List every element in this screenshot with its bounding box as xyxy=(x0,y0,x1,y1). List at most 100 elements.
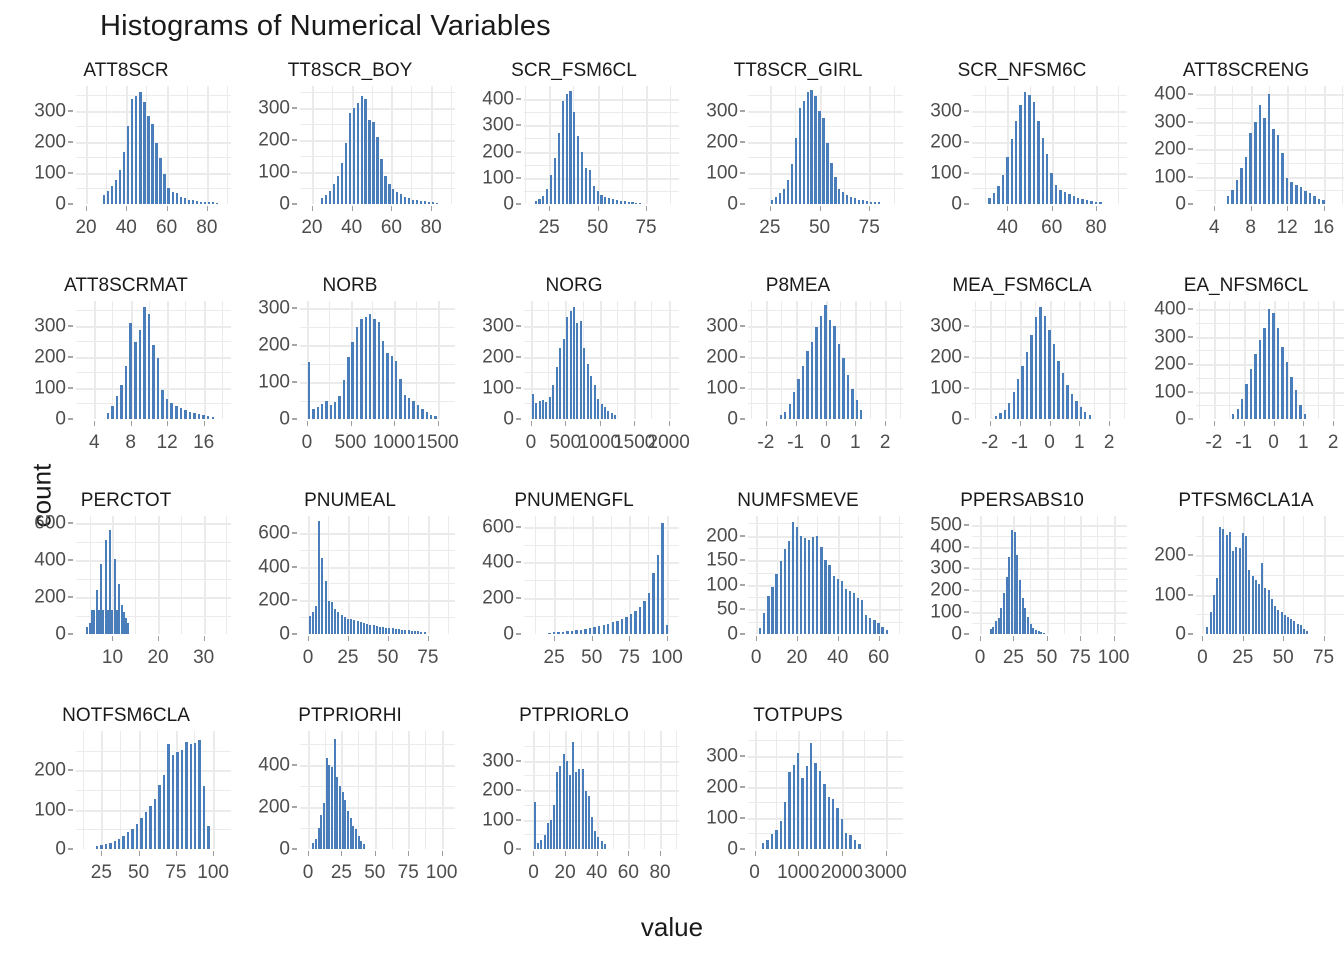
x-tick-label: 0 xyxy=(302,647,314,668)
panel-title: TT8SCR_BOY xyxy=(287,60,413,81)
x-tick-label: 25 xyxy=(543,647,565,668)
x-tick-label: 20 xyxy=(75,217,97,238)
gridline-vertical-minor xyxy=(621,86,623,204)
gridline-vertical xyxy=(167,301,170,419)
gridline-horizontal-minor xyxy=(76,615,231,617)
histogram-bar xyxy=(834,177,837,204)
histogram-bar xyxy=(115,396,119,419)
histogram-bar xyxy=(792,392,796,419)
histogram-bar xyxy=(607,623,610,634)
y-tick-label: 100 xyxy=(706,807,738,829)
gridline-vertical-minor xyxy=(750,301,752,419)
gridline-horizontal-minor xyxy=(748,157,903,159)
x-tick-label: 0 xyxy=(1268,432,1279,453)
gridline-vertical xyxy=(1202,516,1205,634)
y-tick-label: 400 xyxy=(258,556,290,578)
gridline-vertical-minor xyxy=(358,731,360,849)
x-tick-mark xyxy=(101,851,103,856)
y-tick-mark xyxy=(740,755,745,757)
histogram-bar xyxy=(355,326,359,419)
plot-area xyxy=(1196,301,1344,419)
x-tick-mark xyxy=(1046,636,1048,641)
gridline-horizontal xyxy=(76,597,231,600)
y-tick-mark xyxy=(740,535,745,537)
gridline-vertical-minor xyxy=(610,516,612,634)
gridline-horizontal xyxy=(972,110,1127,113)
histogram-bar xyxy=(1293,621,1296,634)
gridline-horizontal xyxy=(76,770,231,773)
y-tick-label: 100 xyxy=(1154,584,1186,606)
x-tick-label: 2000 xyxy=(820,862,863,883)
y-axis-ticks: 0 200 400 600 xyxy=(242,516,298,644)
gridline-horizontal xyxy=(972,546,1127,549)
histogram-bar xyxy=(1303,413,1307,419)
y-tick-mark xyxy=(68,356,73,358)
gridline-vertical xyxy=(549,86,552,204)
histogram-bar xyxy=(343,617,346,634)
y-tick-mark xyxy=(68,110,73,112)
y-tick-mark xyxy=(964,418,969,420)
histogram-bar xyxy=(314,605,317,634)
histogram-bar xyxy=(126,832,130,849)
histogram-bar xyxy=(158,785,161,849)
y-tick-label: 0 xyxy=(55,838,66,860)
histogram-bar xyxy=(122,836,125,849)
histogram-bar xyxy=(546,188,549,204)
x-tick-mark xyxy=(1096,206,1097,211)
y-tick-mark xyxy=(1188,148,1193,150)
y-tick-label: 100 xyxy=(482,377,514,399)
histogram-bar xyxy=(550,175,553,204)
histogram-bar xyxy=(1061,373,1065,419)
histogram-bar xyxy=(317,827,320,849)
histogram-bar xyxy=(833,325,836,419)
histogram-bar xyxy=(805,765,809,849)
histogram-bar xyxy=(538,401,541,419)
histogram-bar xyxy=(771,586,774,634)
gridline-vertical xyxy=(1213,301,1216,419)
histogram-bar xyxy=(546,823,549,849)
histogram-bar xyxy=(1240,399,1244,419)
y-axis-ticks: 0 200 400 600 xyxy=(466,516,522,644)
x-tick-label: 8 xyxy=(125,432,136,453)
panel-body: 0 100 200 300 0 20 40 60 80 xyxy=(466,731,682,882)
x-tick-label: 80 xyxy=(420,217,442,238)
y-tick-mark xyxy=(964,356,969,358)
gridline-vertical xyxy=(1287,86,1290,204)
gridline-vertical-minor xyxy=(670,86,672,204)
x-tick-mark xyxy=(989,421,991,426)
x-tick-label: 25 xyxy=(538,217,560,238)
histogram-bar xyxy=(1012,391,1015,419)
plot-area xyxy=(76,731,231,849)
histogram-bar xyxy=(1254,121,1257,204)
histogram-bar xyxy=(779,821,782,849)
histogram-bar xyxy=(315,838,318,849)
histogram-bar xyxy=(569,310,572,419)
histogram-bar xyxy=(147,314,151,419)
gridline-horizontal-minor xyxy=(524,580,679,582)
y-tick-label: 100 xyxy=(482,167,514,189)
histogram-bar xyxy=(1281,152,1284,204)
histogram-bar xyxy=(837,343,841,419)
histogram-bar xyxy=(603,407,606,419)
x-tick-label: 50 xyxy=(1272,647,1294,668)
gridline-horizontal xyxy=(972,141,1127,144)
y-tick-mark xyxy=(1188,93,1193,95)
histogram-bar xyxy=(320,198,323,204)
y-tick-mark xyxy=(964,203,969,205)
histogram-bar xyxy=(93,610,96,634)
gridline-horizontal-minor xyxy=(1196,535,1344,537)
histogram-bar xyxy=(569,91,572,204)
histogram-bar xyxy=(1276,328,1280,419)
gridline-vertical xyxy=(1109,301,1112,419)
x-tick-mark xyxy=(841,851,843,856)
gridline-vertical xyxy=(1051,86,1054,204)
histogram-bar xyxy=(559,766,562,849)
gridline-vertical-minor xyxy=(1063,516,1065,634)
x-tick-mark xyxy=(112,636,114,641)
histogram-bar xyxy=(344,142,347,204)
plot-area xyxy=(524,301,679,419)
histogram-bar xyxy=(814,95,817,204)
panel-body: 0 50 100 150 200 0 20 40 60 xyxy=(690,516,906,667)
y-tick-mark xyxy=(292,381,297,383)
x-tick-mark xyxy=(213,851,215,856)
